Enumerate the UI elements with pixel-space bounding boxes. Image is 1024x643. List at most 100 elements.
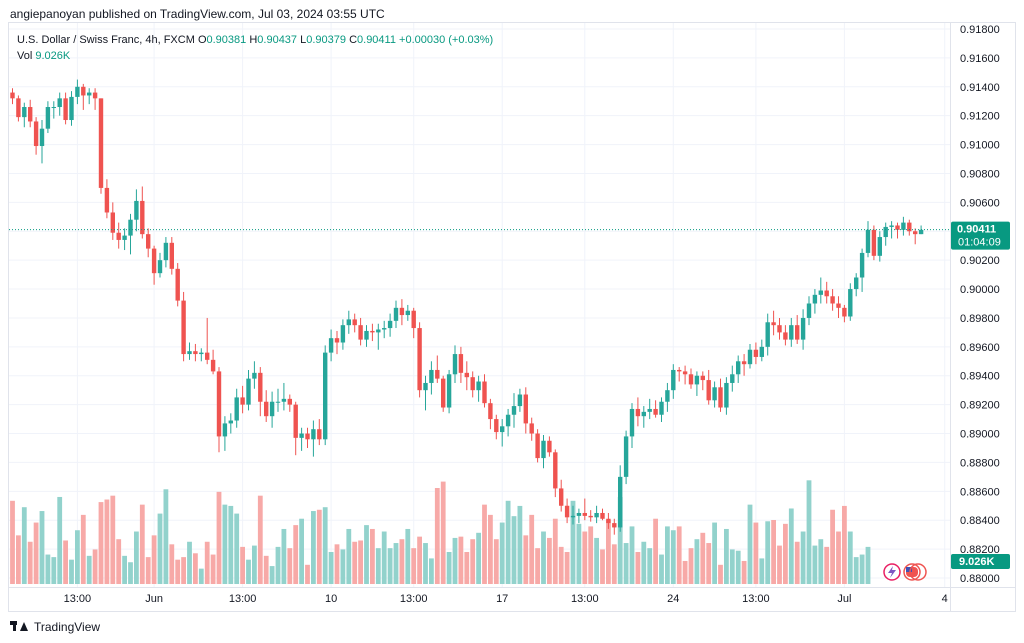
x-tick-label: 10 (325, 593, 337, 605)
low-label: L (300, 34, 307, 46)
last-price-value: 0.90411 (957, 224, 996, 236)
candle-body (629, 408, 635, 437)
candle-body (706, 380, 711, 401)
volume-bar (653, 518, 658, 584)
volume-bar (311, 511, 316, 584)
candle-body (848, 289, 853, 317)
candle-body (612, 523, 617, 528)
candle-body (747, 349, 753, 365)
volume-bar (234, 513, 240, 584)
volume-bar (293, 525, 299, 584)
candle-body (382, 328, 387, 330)
volume-bar (682, 560, 688, 584)
candle-body (452, 354, 458, 375)
candle-body (429, 369, 434, 383)
volume-bar (316, 509, 322, 584)
candle-body (323, 352, 328, 440)
volume-bar (488, 514, 493, 584)
x-tick-label: 4 (942, 593, 948, 605)
volume-bar (830, 509, 835, 584)
volume-bar (452, 537, 458, 584)
y-tick-label: 0.88200 (960, 544, 1000, 556)
volume-bar (688, 548, 694, 584)
volume-bar (151, 535, 157, 584)
volume-bar (547, 537, 552, 584)
candle-body (157, 260, 163, 274)
candle-body (205, 352, 210, 360)
candle-body (63, 98, 68, 121)
volume-bar (169, 544, 175, 584)
volume-bar (116, 539, 122, 584)
flag-canton-icon (906, 567, 912, 572)
candle-body (376, 329, 381, 333)
candle-body (517, 394, 523, 407)
volume-bar (836, 531, 841, 584)
volume-bar (358, 540, 363, 584)
candle-body (753, 349, 759, 357)
volume-bar (51, 557, 57, 584)
candle-body (541, 440, 546, 459)
candle-body (511, 406, 517, 415)
candle-body (364, 330, 369, 340)
candle-body (405, 310, 410, 316)
volume-bar (552, 518, 558, 584)
candle-body (665, 390, 670, 402)
volume-bar (706, 543, 712, 584)
volume-bar (847, 531, 853, 584)
volume-bar (222, 504, 228, 584)
volume-bar (788, 508, 794, 584)
volume-bar (246, 559, 251, 584)
candle-body (730, 374, 735, 383)
volume-bar (794, 541, 800, 584)
candle-body (169, 242, 174, 269)
volume-bar (647, 548, 653, 584)
volume-bar (712, 522, 717, 584)
candle-body (22, 107, 27, 118)
candle-body (800, 317, 806, 340)
candle-body (181, 300, 186, 355)
volume-bar (27, 541, 33, 584)
candle-body (110, 212, 115, 233)
volume-bar (181, 557, 186, 584)
volume-bar (340, 549, 346, 584)
volume-bar (641, 541, 647, 584)
volume-bar (228, 505, 234, 584)
candle-body (771, 322, 776, 326)
volume-bar (370, 528, 375, 584)
candle-body (399, 307, 405, 316)
y-tick-label: 0.89800 (960, 313, 1000, 325)
volume-bar (86, 555, 92, 584)
candle-body (830, 296, 835, 304)
candle-body (146, 234, 151, 249)
candle-body (140, 200, 145, 235)
volume-bar (499, 522, 505, 584)
candle-body (423, 382, 428, 391)
candle-body (724, 382, 729, 408)
volume-bar (128, 562, 133, 584)
candle-body (81, 86, 86, 96)
candle-body (688, 374, 694, 385)
candle-body (918, 229, 924, 235)
candle-body (57, 98, 62, 108)
candle-body (299, 433, 304, 438)
volume-bar (63, 540, 68, 584)
candle-body (346, 319, 351, 326)
candle-body (582, 512, 587, 516)
candle-body (28, 107, 33, 122)
candle-body (358, 325, 363, 340)
volume-bar (458, 536, 464, 584)
volume-bar (818, 539, 824, 584)
candle-body (234, 397, 239, 421)
candle-body (104, 187, 110, 213)
volume-bar (305, 564, 310, 584)
x-tick-label: 13:00 (400, 593, 428, 605)
x-tick-label: 13:00 (229, 593, 257, 605)
x-tick-label: 24 (667, 593, 679, 605)
candle-body (865, 229, 871, 253)
open-label: O (197, 34, 207, 46)
volume-bar (252, 545, 257, 584)
candle-body (759, 346, 764, 357)
candle-body (500, 426, 505, 433)
tradingview-footer[interactable]: TradingView (10, 620, 100, 634)
